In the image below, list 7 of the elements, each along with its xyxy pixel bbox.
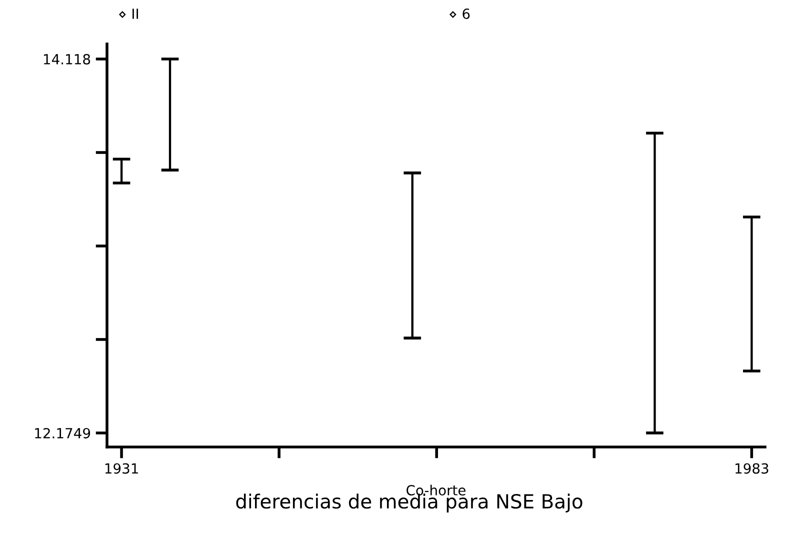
text: ⋄ 6: [449, 8, 470, 20]
x-tick-label: 1983: [736, 463, 768, 474]
y-tick-label: 14.118: [44, 54, 90, 64]
x-axis-title: Co-horte: [406, 484, 466, 496]
x-tick-label: 1931: [105, 463, 138, 474]
text: ⋄ II: [118, 8, 138, 19]
y-tick-label: 12.1749: [35, 428, 90, 438]
